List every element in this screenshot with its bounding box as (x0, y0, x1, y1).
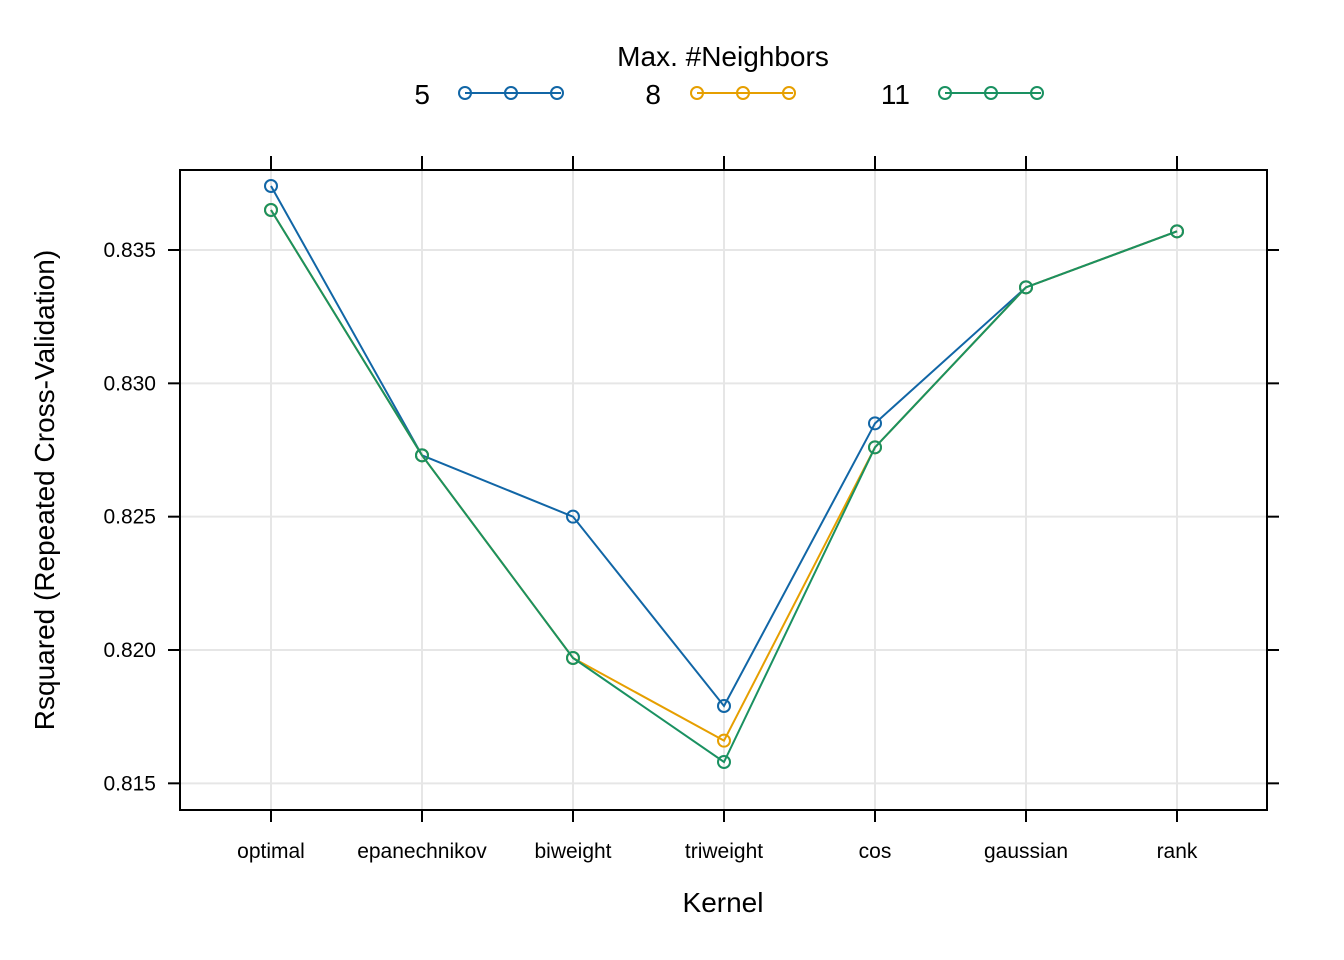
x-tick-label: rank (1157, 840, 1198, 863)
series-line (270, 209, 1178, 764)
data-point (566, 509, 580, 524)
x-axis-title: Kernel (683, 887, 764, 918)
data-point (415, 448, 429, 463)
legend: Max. #Neighbors 5 8 11 (414, 41, 1044, 110)
y-tick-label: 0.830 (103, 372, 156, 395)
legend-item-11: 11 (881, 79, 1044, 110)
data-point (717, 755, 731, 769)
series-11 (264, 203, 1184, 769)
legend-title: Max. #Neighbors (617, 41, 829, 72)
data-point (717, 699, 731, 713)
legend-marker (458, 86, 472, 100)
legend-marker (736, 86, 750, 100)
legend-marker (938, 86, 952, 100)
x-tick-label: triweight (685, 840, 763, 863)
legend-marker (1030, 86, 1044, 100)
legend-label: 5 (414, 79, 430, 110)
legend-item-5: 5 (414, 79, 564, 110)
y-tick-label: 0.815 (103, 772, 156, 795)
x-tick-label: gaussian (984, 840, 1068, 863)
data-point (264, 179, 278, 193)
x-tick-label: cos (859, 840, 892, 863)
y-axis-title: Rsquared (Repeated Cross-Validation) (29, 250, 60, 730)
data-point (566, 651, 580, 665)
legend-marker (782, 86, 796, 100)
legend-marker (984, 86, 998, 100)
grid-lines (180, 170, 1267, 810)
data-point (868, 440, 882, 455)
data-point (264, 203, 278, 217)
x-tick-label: epanechnikov (357, 840, 487, 863)
series-group (264, 179, 1184, 769)
axis-ticks: optimal epanechnikov biweight triweight cos g… (103, 156, 1279, 863)
legend-label: 8 (645, 79, 661, 110)
data-point (1019, 280, 1033, 295)
y-tick-label: 0.820 (103, 639, 156, 662)
y-tick-label: 0.825 (103, 506, 156, 529)
legend-item-8: 8 (645, 79, 796, 110)
x-tick-label: optimal (237, 840, 305, 863)
data-point (1170, 224, 1184, 239)
data-point (717, 733, 731, 748)
legend-marker (690, 86, 704, 100)
data-point (868, 416, 882, 431)
legend-marker (504, 86, 518, 100)
legend-label: 11 (881, 79, 910, 110)
legend-marker (550, 86, 564, 100)
x-tick-label: biweight (534, 840, 611, 863)
y-tick-label: 0.835 (103, 239, 156, 262)
